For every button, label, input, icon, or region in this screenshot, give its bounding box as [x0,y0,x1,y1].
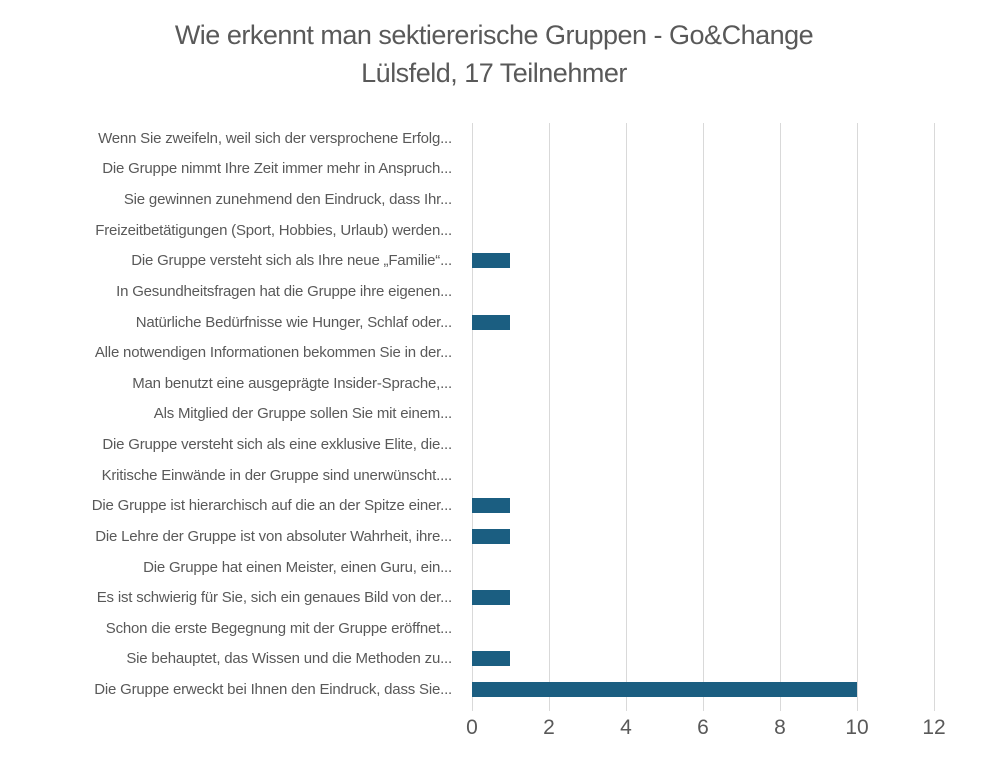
x-tick-label: 8 [774,716,786,739]
bar [472,314,511,330]
chart-row [472,154,934,185]
category-label: Sie gewinnen zunehmend den Eindruck, das… [123,191,452,209]
chart-row [472,246,934,277]
category-label: Sie behauptet, das Wissen und die Method… [126,650,452,668]
x-tick-label: 10 [845,716,869,739]
category-label: Natürliche Bedürfnisse wie Hunger, Schla… [135,313,452,331]
chart-row [472,123,934,154]
chart-row [472,521,934,552]
chart-row [472,613,934,644]
category-label: Die Gruppe nimmt Ihre Zeit immer mehr in… [102,160,452,178]
chart-row [472,307,934,338]
chart-title-line1: Wie erkennt man sektiererische Gruppen -… [174,20,814,50]
chart-title: Wie erkennt man sektiererische Gruppen -… [0,16,988,92]
category-axis: Wenn Sie zweifeln, weil sich der verspro… [0,123,462,705]
category-label: Man benutzt eine ausgeprägte Insider-Spr… [132,374,452,392]
x-tick-label: 12 [922,716,946,739]
gridline [934,123,935,711]
gridline [703,123,704,711]
x-tick-label: 6 [697,716,709,739]
category-label: Die Gruppe ist hierarchisch auf die an d… [91,497,452,515]
category-label: Die Gruppe hat einen Meister, einen Guru… [143,558,452,576]
category-label: Schon die erste Begegnung mit der Gruppe… [105,619,452,637]
chart-title-line2: Lülsfeld, 17 Teilnehmer [361,58,627,88]
bar-rows [472,123,934,705]
chart-row [472,276,934,307]
bar [472,651,511,667]
x-axis: 0 2 4 6 8 10 12 [466,716,946,746]
chart-row [472,337,934,368]
bar [472,253,511,269]
gridline [857,123,858,711]
chart-row [472,552,934,583]
gridline [548,123,550,711]
chart-row [472,184,934,215]
category-label: Es ist schwierig für Sie, sich ein genau… [96,589,452,607]
chart-row [472,368,934,399]
category-label: Wenn Sie zweifeln, weil sich der verspro… [98,129,452,147]
bar [472,528,511,544]
chart-row [472,644,934,675]
category-label: Alle notwendigen Informationen bekommen … [94,344,452,362]
bar [472,682,857,698]
chart-row [472,460,934,491]
category-label: Die Gruppe erweckt bei Ihnen den Eindruc… [94,681,452,699]
category-label: In Gesundheitsfragen hat die Gruppe ihre… [116,282,452,300]
gridline [472,123,473,711]
bar [472,498,511,514]
chart-row [472,215,934,246]
x-tick-label: 2 [543,716,555,739]
chart-row [472,399,934,430]
category-label: Als Mitglied der Gruppe sollen Sie mit e… [153,405,452,423]
chart-row [472,429,934,460]
chart-row [472,491,934,522]
category-label: Freizeitbetätigungen (Sport, Hobbies, Ur… [95,221,452,239]
x-tick-label: 0 [466,716,478,739]
category-label: Die Lehre der Gruppe ist von absoluter W… [95,527,452,545]
category-label: Kritische Einwände in der Gruppe sind un… [101,466,453,484]
category-label: Die Gruppe versteht sich als Ihre neue „… [131,252,452,270]
gridline [779,123,781,711]
x-tick-label: 4 [620,716,632,739]
bar [472,590,511,606]
chart-row [472,582,934,613]
category-label: Die Gruppe versteht sich als eine exklus… [102,436,452,454]
plot-area [472,123,935,711]
gridline [625,123,627,711]
chart-row [472,674,934,705]
